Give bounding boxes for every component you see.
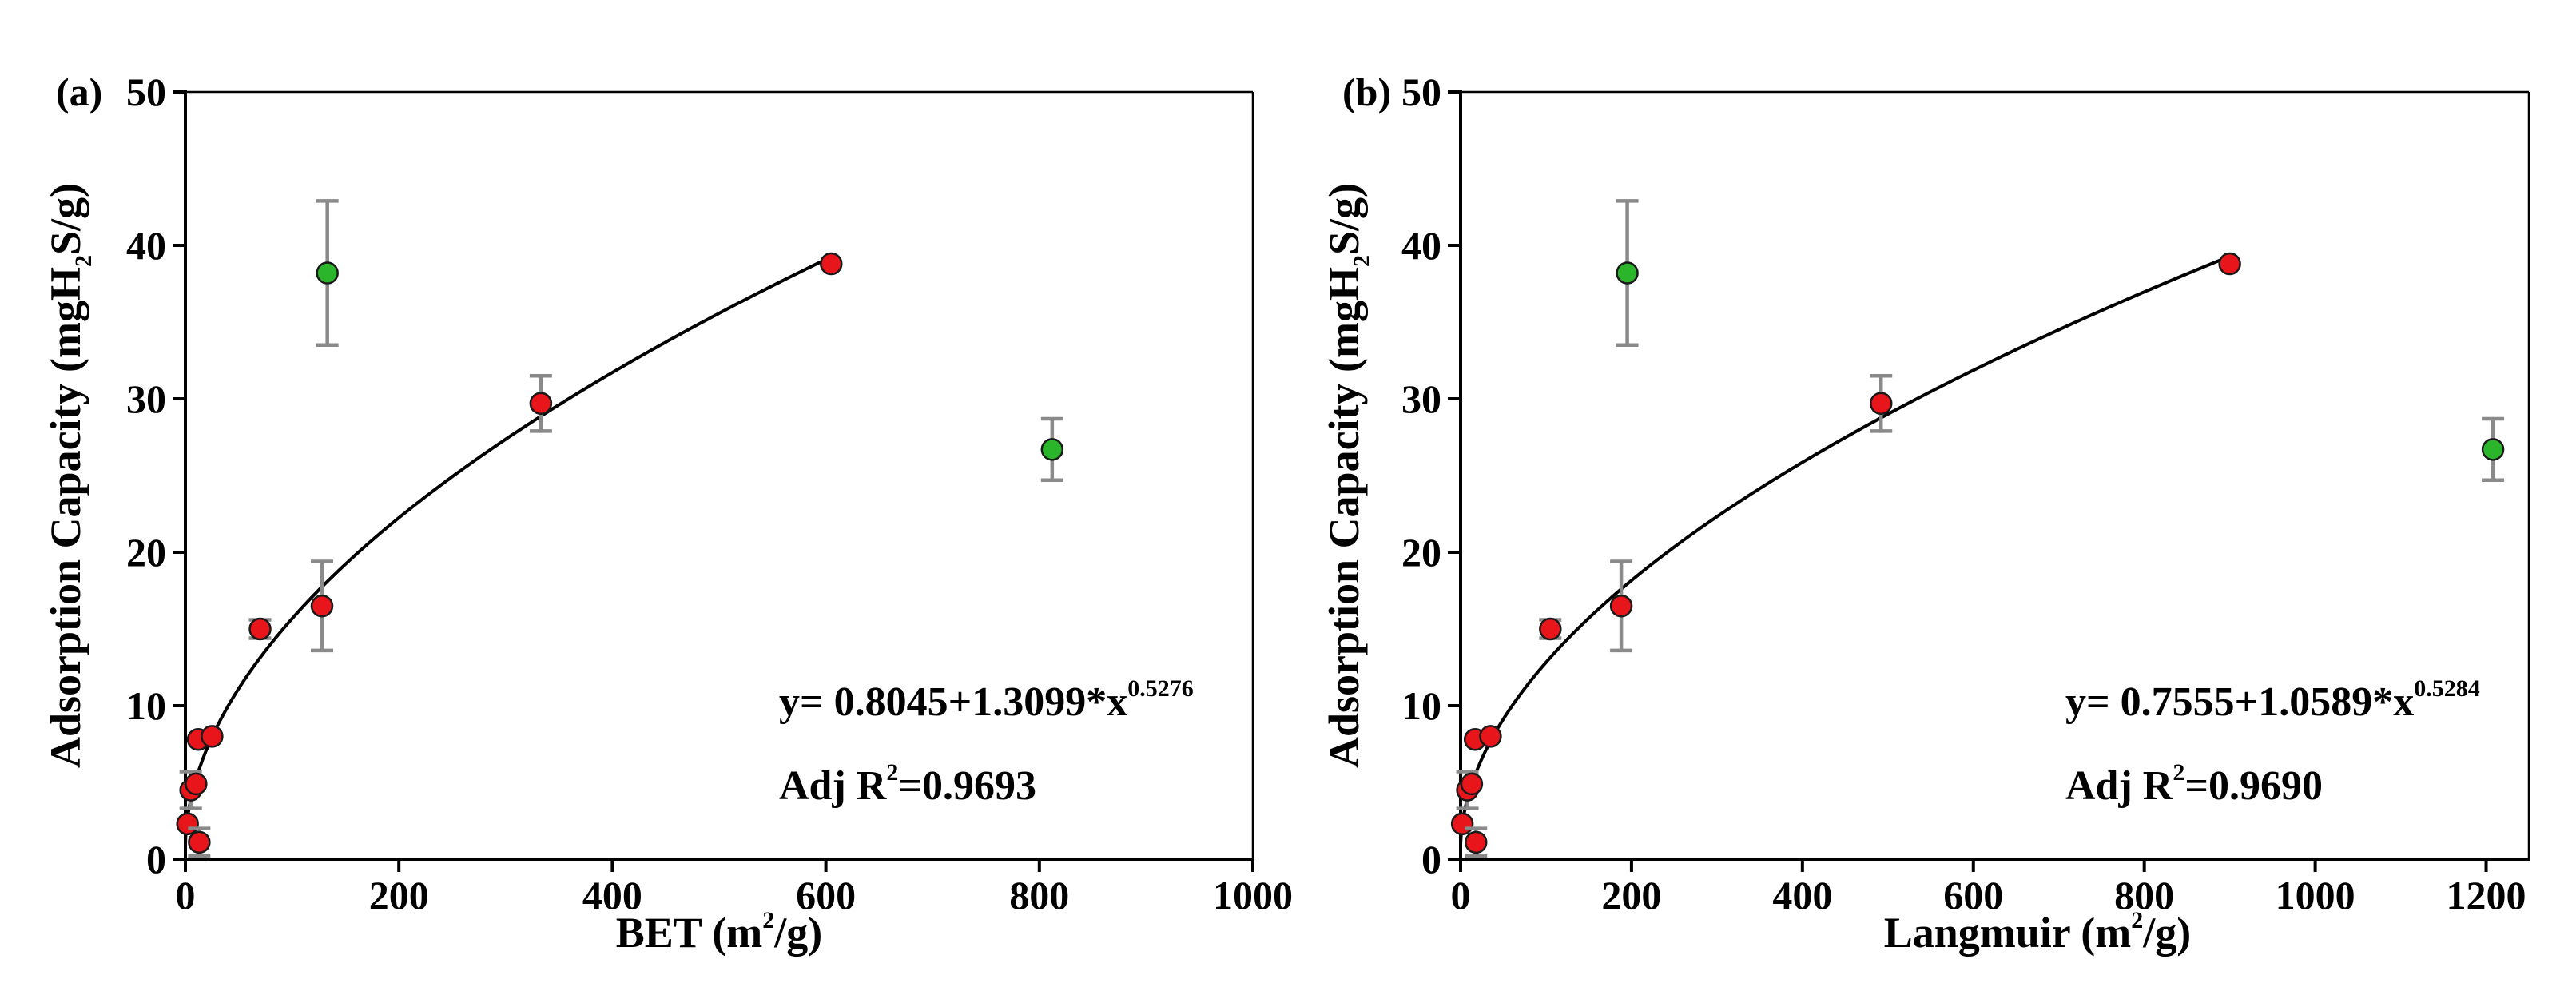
panel-b-y-axis-title: Adsorption Capacity (mgH2S/g) — [1320, 183, 1375, 768]
panel-b-x-tick-label: 600 — [1943, 873, 2003, 917]
panel-b-x-tick-label: 400 — [1772, 873, 1832, 917]
panel-a-fitted-point — [529, 392, 553, 416]
panel-a-x-axis-title: BET (m2/g) — [616, 907, 823, 957]
panel-b-fitted-point — [1465, 830, 1488, 854]
panel-a-x-tick-label: 200 — [369, 873, 429, 917]
panel-b-y-tick-label: 10 — [1401, 683, 1441, 728]
panel-a-y-tick-label: 10 — [126, 683, 166, 728]
panel-a-fitted-point — [820, 252, 843, 276]
panel-b-outlier-point — [2481, 438, 2505, 461]
panel-a-data-points — [176, 199, 1064, 858]
panel-a-x-tick-label: 600 — [796, 873, 856, 917]
panel-a-x-ticks: 0 200 400 600 800 1000 — [176, 859, 1293, 917]
panel-a-fitted-point — [176, 812, 199, 836]
panel-a-y-tick-label: 50 — [126, 70, 166, 114]
panel-a-fitted-point — [248, 617, 272, 641]
panel-b-x-tick-label: 1000 — [2276, 873, 2355, 917]
panel-b-y-ticks: 0 10 20 30 40 50 — [1401, 70, 1461, 882]
panel-b-x-axis-title: Langmuir (m2/g) — [1884, 907, 2192, 957]
panel-b-fitted-point — [1539, 617, 1562, 641]
panel-b-x-tick-label: 800 — [2114, 873, 2174, 917]
panel-a-fitted-point — [201, 725, 224, 748]
panel-b-fitted-point — [1609, 594, 1633, 618]
panel-b-fitted-point — [1869, 392, 1893, 416]
panel-b-y-tick-label: 40 — [1401, 223, 1441, 268]
panel-a-x-tick-label: 800 — [1009, 873, 1069, 917]
panel-a-fit-curve — [184, 255, 833, 847]
panel-a-x-tick-label: 400 — [582, 873, 642, 917]
panel-b-fit-curve — [1459, 254, 2231, 848]
panel-a-r2: Adj R2=0.9693 — [779, 759, 1036, 809]
panel-a-y-tick-label: 40 — [126, 223, 166, 268]
panel-b-x-tick-label: 1200 — [2447, 873, 2526, 917]
panel-b-fitted-point — [1479, 725, 1502, 748]
panel-b-outlier-point — [1616, 261, 1639, 285]
panel-b-fitted-point — [1460, 772, 1484, 796]
panel-a-fitted-point — [185, 772, 208, 796]
panel-b-equation: y= 0.7555+1.0589*x0.5284 — [2065, 675, 2480, 725]
panel-a-fitted-point — [188, 830, 211, 854]
panel-b-label: (b) — [1342, 70, 1391, 114]
panel-a-outlier-point — [316, 261, 339, 285]
panel-b-x-tick-label: 0 — [1451, 873, 1471, 917]
panel-b-fitted-point — [1450, 812, 1474, 836]
panel-b: (b) 0 200 400 600 800 1000 1200 0 10 20 30 40 50 y=… — [1320, 70, 2530, 957]
panel-a-outlier-point — [1040, 438, 1064, 461]
panel-b-data-points — [1450, 199, 2505, 858]
panel-b-r2: Adj R2=0.9690 — [2065, 759, 2323, 809]
panel-a-y-ticks: 0 10 20 30 40 50 — [126, 70, 185, 882]
panel-a-fitted-point — [310, 594, 334, 618]
panel-b-y-tick-label: 0 — [1421, 837, 1441, 882]
panel-b-y-tick-label: 30 — [1401, 376, 1441, 421]
panel-a-y-tick-label: 20 — [126, 530, 166, 575]
panel-a: (a) 0 200 400 600 800 1000 0 10 20 30 40 50 y= 0.8… — [42, 70, 1293, 957]
panel-a-y-axis-title: Adsorption Capacity (mgH2S/g) — [42, 183, 97, 768]
panel-a-label: (a) — [56, 70, 102, 114]
panel-b-fitted-point — [2218, 252, 2241, 276]
panel-b-y-tick-label: 50 — [1401, 70, 1441, 114]
panel-a-x-tick-label: 0 — [176, 873, 196, 917]
panel-a-y-tick-label: 0 — [146, 837, 166, 882]
panel-b-x-ticks: 0 200 400 600 800 1000 1200 — [1451, 859, 2526, 917]
panel-a-y-tick-label: 30 — [126, 376, 166, 421]
panel-a-equation: y= 0.8045+1.3099*x0.5276 — [779, 675, 1194, 725]
panel-b-x-tick-label: 200 — [1601, 873, 1661, 917]
panel-a-x-tick-label: 1000 — [1213, 873, 1293, 917]
panel-b-y-tick-label: 20 — [1401, 530, 1441, 575]
